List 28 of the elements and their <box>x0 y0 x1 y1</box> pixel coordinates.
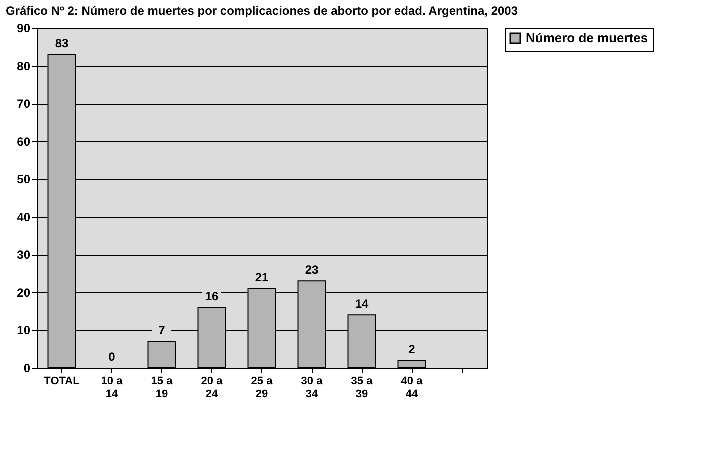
data-label: 7 <box>158 324 166 338</box>
y-tick-label: 0 <box>24 362 31 376</box>
y-tick-label: 60 <box>17 134 31 149</box>
data-label: 14 <box>355 297 369 312</box>
y-tick-label: 80 <box>17 59 31 74</box>
y-tick-label: 70 <box>17 97 31 112</box>
x-tick-label: 40 a 44 <box>401 376 424 400</box>
y-tick-label: 20 <box>17 286 31 300</box>
data-label: 23 <box>305 263 319 278</box>
y-tick-label: 50 <box>17 172 31 187</box>
x-tick-label: 25 a 29 <box>251 376 274 400</box>
data-label: 2 <box>408 342 416 356</box>
data-label: 83 <box>55 36 69 50</box>
x-tick-label: 35 a 39 <box>351 376 374 400</box>
chart-title: Gráfico Nº 2: Número de muertes por complicaciones de aborto por edad. Argentina, 2003 <box>6 4 518 18</box>
y-tick-label: 10 <box>17 324 31 338</box>
y-tick-label: 90 <box>17 22 31 36</box>
data-label: 21 <box>255 270 269 285</box>
data-label: 0 <box>108 350 116 364</box>
y-tick-label: 30 <box>17 248 31 262</box>
x-tick-label: 30 a 34 <box>301 376 324 400</box>
x-tick-label: 20 a 24 <box>201 376 224 400</box>
y-tick-label: 40 <box>17 210 31 224</box>
x-tick-label: 10 a 14 <box>101 376 124 400</box>
legend-label: Número de muertes <box>526 30 648 46</box>
x-tick-label: TOTAL <box>44 376 80 388</box>
x-tick-label: 15 a 19 <box>151 376 174 400</box>
data-label: 16 <box>205 290 219 304</box>
